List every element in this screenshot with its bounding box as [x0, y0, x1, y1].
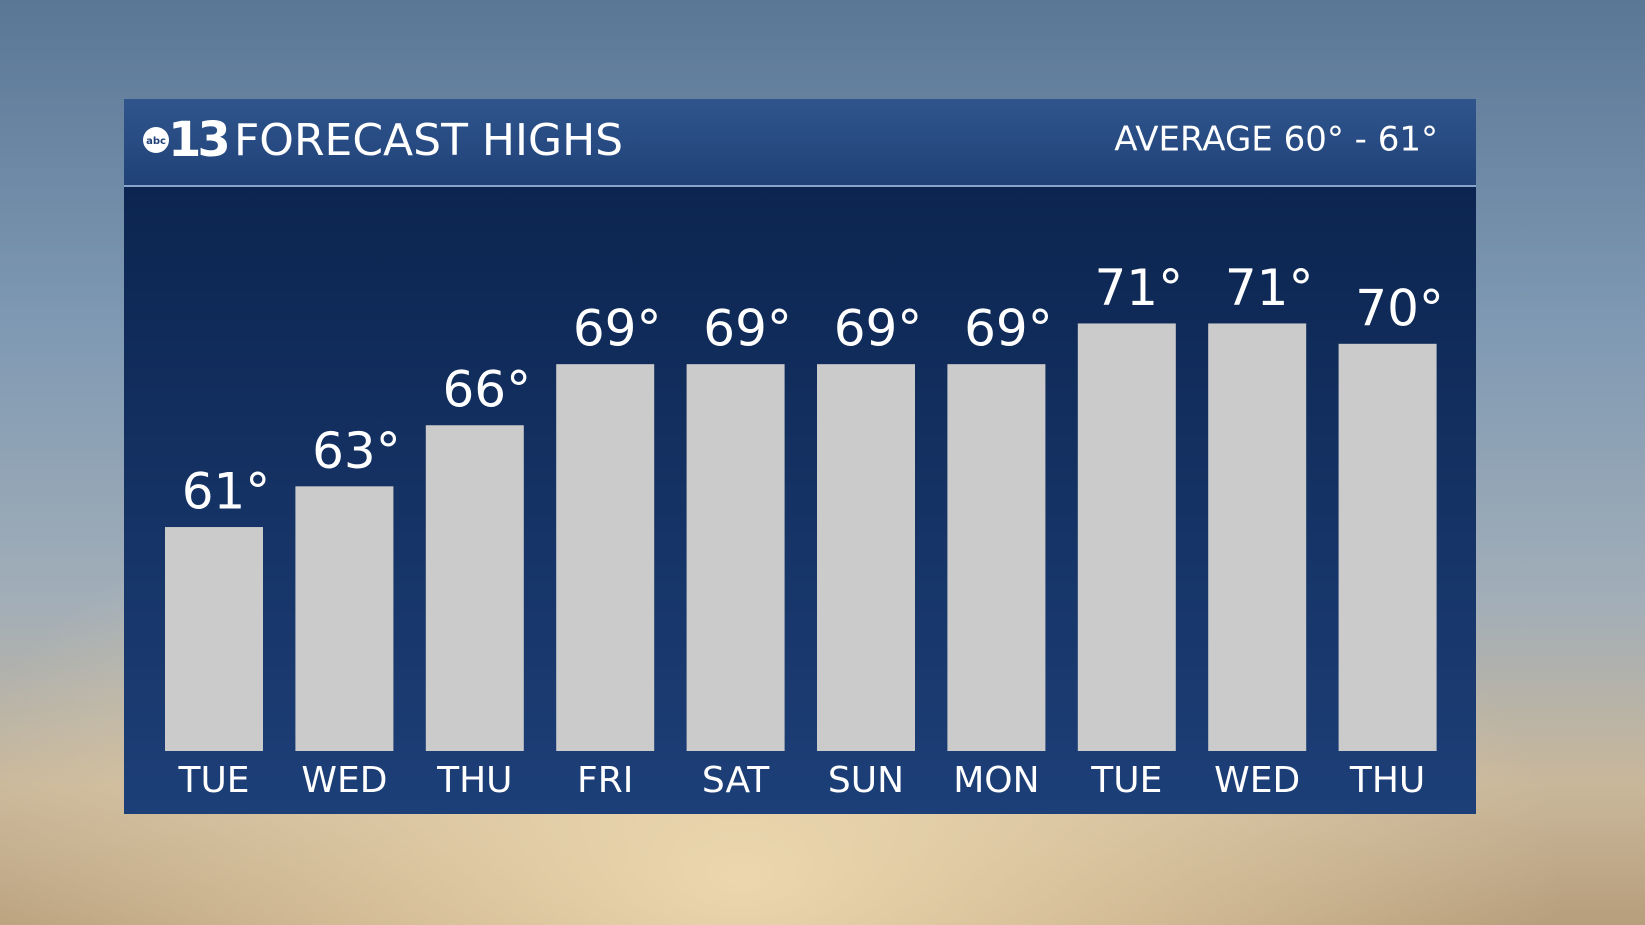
bar [425, 425, 524, 751]
value-label: 71° [1225, 259, 1314, 317]
value-label: 69° [703, 300, 792, 358]
chart-subtitle: AVERAGE 60° - 61° [1114, 120, 1438, 160]
bar [1208, 323, 1307, 751]
panel-header [124, 99, 1476, 186]
x-tick-label: THU [436, 760, 512, 801]
bar [817, 364, 915, 751]
chart-title: FORECAST HIGHS [234, 115, 623, 166]
bar [1338, 343, 1437, 751]
x-tick-label: TUE [177, 760, 249, 801]
value-label: 63° [312, 422, 401, 480]
x-tick-label: WED [1214, 760, 1300, 801]
logo-brand: abc [146, 136, 166, 147]
bar [165, 527, 263, 751]
bar [947, 364, 1046, 751]
value-label: 69° [573, 300, 662, 358]
x-tick-label: TUE [1090, 760, 1162, 801]
bar [295, 486, 394, 751]
value-label: 69° [834, 300, 923, 358]
x-tick-label: SAT [702, 760, 770, 801]
value-label: 61° [182, 463, 271, 521]
value-label: 70° [1355, 279, 1444, 337]
x-tick-label: FRI [577, 760, 633, 801]
value-label: 66° [442, 361, 531, 419]
bar [686, 364, 785, 751]
bar [556, 364, 655, 751]
bar [1077, 323, 1176, 751]
x-tick-label: WED [301, 760, 387, 801]
x-tick-label: THU [1349, 760, 1425, 801]
value-label: 69° [964, 300, 1053, 358]
value-label: 71° [1094, 259, 1183, 317]
logo-channel: 13 [168, 112, 227, 168]
x-tick-label: SUN [828, 760, 904, 801]
logo-circle [143, 127, 169, 153]
x-tick-label: MON [953, 760, 1039, 801]
